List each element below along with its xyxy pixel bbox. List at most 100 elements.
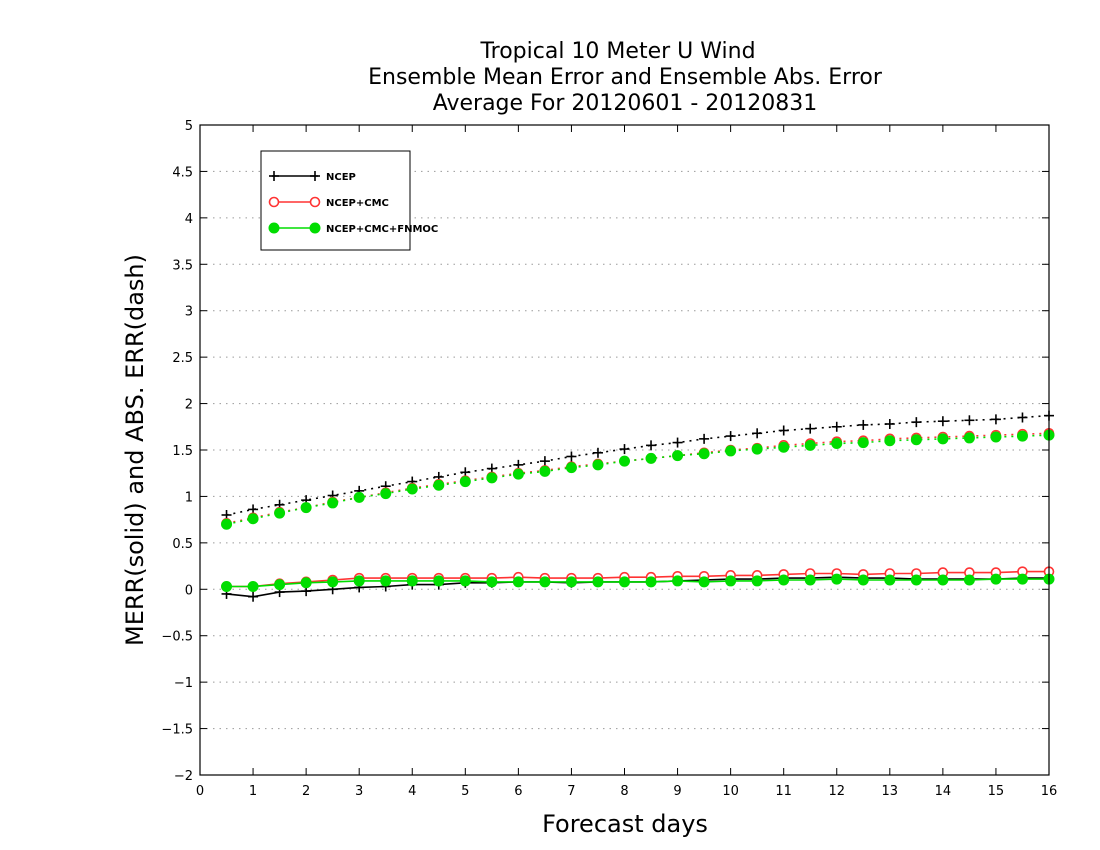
data-point-plus xyxy=(778,425,789,436)
data-point-filled-circle xyxy=(512,576,524,588)
data-point-open-circle xyxy=(268,196,280,208)
data-point-filled-circle xyxy=(565,462,577,474)
data-point-filled-circle xyxy=(751,575,763,587)
data-point-filled-circle xyxy=(433,575,445,587)
data-point-filled-circle xyxy=(1016,573,1028,585)
data-point-filled-circle xyxy=(698,448,710,460)
chart-title-line-3: Average For 20120601 - 20120831 xyxy=(433,91,818,116)
x-tick-label: 16 xyxy=(1041,784,1058,799)
data-point-filled-circle xyxy=(619,455,630,467)
y-tick-label: 3.5 xyxy=(172,258,193,273)
x-tick-label: 9 xyxy=(673,784,681,799)
data-point-plus xyxy=(858,419,869,430)
data-point-filled-circle xyxy=(990,573,1002,585)
data-point-filled-circle xyxy=(274,579,286,591)
y-tick-label: 2.5 xyxy=(172,351,193,366)
data-point-plus xyxy=(964,415,975,426)
x-axis-label: Forecast days xyxy=(542,810,708,838)
data-point-filled-circle xyxy=(884,435,896,447)
y-tick-label: −0.5 xyxy=(161,630,193,645)
data-point-plus xyxy=(539,456,550,467)
data-point-filled-circle xyxy=(539,576,551,588)
data-point-filled-circle xyxy=(645,576,657,588)
data-point-filled-circle xyxy=(725,575,737,587)
x-tick-label: 15 xyxy=(988,784,1005,799)
data-point-filled-circle xyxy=(309,222,321,234)
data-point-filled-circle xyxy=(804,439,816,451)
data-point-filled-circle xyxy=(804,574,816,586)
x-tick-label: 11 xyxy=(775,784,792,799)
data-point-filled-circle xyxy=(645,452,657,464)
data-point-filled-circle xyxy=(910,434,922,446)
data-point-filled-circle xyxy=(884,574,896,586)
data-point-plus xyxy=(646,440,657,451)
data-point-filled-circle xyxy=(619,576,630,588)
legend-entry: NCEP+CMC xyxy=(268,196,389,209)
data-point-filled-circle xyxy=(1016,430,1028,442)
x-tick-label: 5 xyxy=(461,784,469,799)
x-tick-label: 4 xyxy=(408,784,416,799)
data-point-plus xyxy=(672,437,683,448)
data-point-plus xyxy=(911,417,922,428)
data-point-filled-circle xyxy=(247,581,259,592)
data-point-filled-circle xyxy=(565,576,577,588)
data-point-filled-circle xyxy=(268,222,280,234)
chart-title-line-1: Tropical 10 Meter U Wind xyxy=(479,39,755,64)
legend-label: NCEP+CMC xyxy=(326,198,389,209)
legend-box xyxy=(260,150,411,251)
data-point-filled-circle xyxy=(831,573,843,585)
y-axis-label: MERR(solid) and ABS. ERR(dash) xyxy=(121,254,149,646)
y-tick-label: 4.5 xyxy=(172,165,193,180)
data-point-filled-circle xyxy=(459,575,471,587)
data-point-filled-circle xyxy=(831,438,843,449)
data-point-filled-circle xyxy=(459,476,471,488)
data-point-plus xyxy=(566,451,577,462)
y-tick-label: 1 xyxy=(185,490,193,505)
data-point-plus xyxy=(248,591,259,602)
x-tick-label: 7 xyxy=(567,784,575,799)
x-tick-label: 0 xyxy=(196,784,204,799)
x-tick-label: 6 xyxy=(514,784,522,799)
y-tick-label: 0.5 xyxy=(172,537,193,552)
y-tick-label: −2 xyxy=(174,769,193,784)
data-point-filled-circle xyxy=(433,479,445,491)
data-point-plus xyxy=(725,431,736,442)
data-point-filled-circle xyxy=(672,575,684,587)
data-point-filled-circle xyxy=(963,432,975,444)
data-point-open-circle xyxy=(309,196,321,208)
y-tick-label: 1.5 xyxy=(172,444,193,459)
data-point-filled-circle xyxy=(300,577,312,589)
data-point-filled-circle xyxy=(221,581,233,592)
data-point-plus xyxy=(699,433,710,444)
data-point-filled-circle xyxy=(486,576,498,588)
data-point-plus xyxy=(752,428,763,439)
plot-frame xyxy=(199,124,1050,776)
x-tick-label: 3 xyxy=(355,784,363,799)
data-point-filled-circle xyxy=(963,574,975,586)
legend: NCEP NCEP+CMC NCEP+CMC+FNMOC xyxy=(260,150,438,251)
y-tick-label: 2 xyxy=(185,398,193,413)
data-point-filled-circle xyxy=(274,507,286,519)
data-point-filled-circle xyxy=(247,513,259,525)
data-point-plus xyxy=(310,171,320,181)
data-point-plus xyxy=(884,419,895,429)
data-point-filled-circle xyxy=(406,575,418,587)
y-tick-label: 5 xyxy=(185,119,193,134)
legend-entry: NCEP xyxy=(269,171,356,183)
series-ncep-cmc-fnmoc xyxy=(221,429,1055,592)
data-point-filled-circle xyxy=(327,576,339,588)
data-point-filled-circle xyxy=(751,443,763,455)
data-point-plus xyxy=(1017,412,1028,423)
data-point-filled-circle xyxy=(512,468,524,480)
data-point-plus xyxy=(269,171,279,181)
data-point-filled-circle xyxy=(990,431,1002,443)
data-point-filled-circle xyxy=(353,575,365,587)
data-point-filled-circle xyxy=(592,459,604,471)
x-tick-label: 1 xyxy=(249,784,257,799)
data-point-filled-circle xyxy=(353,491,365,503)
x-tick-label: 2 xyxy=(302,784,310,799)
legend-entries: NCEP NCEP+CMC NCEP+CMC+FNMOC xyxy=(268,171,438,235)
data-point-filled-circle xyxy=(672,450,684,462)
data-point-filled-circle xyxy=(725,445,737,457)
